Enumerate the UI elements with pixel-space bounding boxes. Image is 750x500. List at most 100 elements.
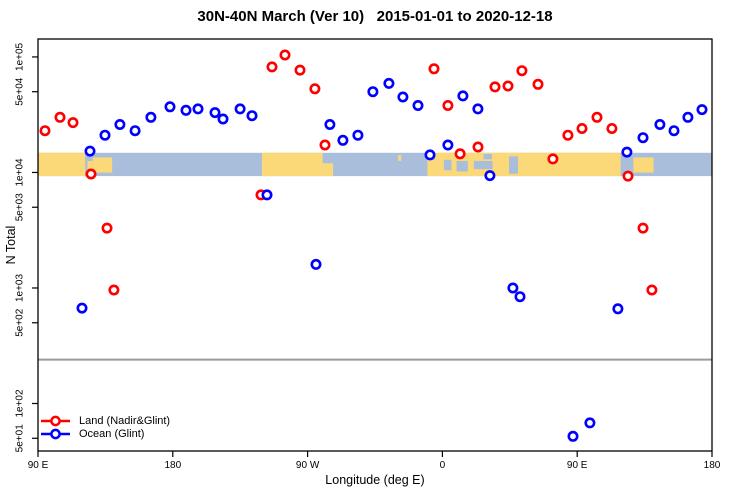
ocean-data-point (514, 291, 526, 303)
land-data-point (309, 83, 321, 95)
ocean-data-point (412, 100, 424, 112)
land-data-point (454, 148, 466, 160)
ocean-data-point (612, 303, 624, 315)
land-data-point (591, 111, 603, 123)
y-tick-label: 5e+03 (15, 193, 26, 222)
legend-item-land: Land (Nadir&Glint) (40, 414, 170, 427)
land-data-point (67, 117, 79, 129)
y-tick-label: 1e+05 (15, 42, 26, 71)
land-series-symbol (41, 415, 70, 426)
ocean-data-point (383, 77, 395, 89)
ocean-data-point (567, 430, 579, 442)
ocean-data-point (114, 119, 126, 131)
legend-item-ocean: Ocean (Glint) (40, 427, 170, 440)
ocean-data-point (145, 111, 157, 123)
ocean-data-point (261, 189, 273, 201)
legend-label-ocean: Ocean (Glint) (79, 427, 145, 440)
map-band-land (38, 152, 86, 177)
land-data-point (516, 65, 528, 77)
x-tick-label: 90 W (296, 460, 320, 471)
map-band-land (427, 159, 437, 177)
map-band-inland-sea (456, 160, 468, 172)
ocean-data-point (217, 113, 229, 125)
map-band-inland-sea (443, 159, 452, 171)
ocean-data-point (682, 111, 694, 123)
ocean-data-point (180, 104, 192, 116)
y-tick-label: 5e+01 (15, 424, 26, 453)
land-data-point (646, 284, 658, 296)
ocean-data-point (621, 146, 633, 158)
map-band-land (261, 152, 323, 177)
land-data-point (547, 153, 559, 165)
y-tick-label: 1e+04 (15, 158, 26, 187)
land-data-point (606, 123, 618, 135)
map-band-land (322, 163, 334, 177)
map-band-inland-sea (509, 156, 519, 174)
plot-frame (37, 38, 713, 452)
ocean-data-point (337, 134, 349, 146)
map-band-land (398, 155, 402, 161)
land-data-point (489, 81, 501, 93)
land-data-point (622, 170, 634, 182)
map-band-land (92, 157, 113, 173)
map-band-land (87, 160, 93, 172)
land-data-point (502, 80, 514, 92)
land-data-point (294, 64, 306, 76)
ocean-data-point (442, 139, 454, 151)
ocean-data-point (457, 90, 469, 102)
land-data-point (39, 125, 51, 137)
x-tick-label: 180 (704, 460, 721, 471)
x-tick-label: 0 (440, 460, 446, 471)
land-data-point (85, 168, 97, 180)
land-data-point (279, 49, 291, 61)
map-band-land (434, 152, 621, 177)
map-band-land (633, 157, 654, 173)
ocean-data-point (654, 119, 666, 131)
ocean-data-point (367, 86, 379, 98)
land-data-point (562, 129, 574, 141)
ocean-data-point (584, 417, 596, 429)
land-data-point (442, 100, 454, 112)
ocean-data-point (310, 258, 322, 270)
ocean-data-point (129, 125, 141, 137)
ocean-data-point (84, 145, 96, 157)
ocean-data-point (164, 101, 176, 113)
ocean-data-point (696, 104, 708, 116)
land-data-point (319, 139, 331, 151)
ocean-data-point (209, 107, 221, 119)
ocean-data-point (637, 132, 649, 144)
x-tick-label: 90 E (567, 460, 588, 471)
ocean-data-point (246, 110, 258, 122)
ocean-data-point (424, 149, 436, 161)
y-tick-label: 1e+03 (15, 274, 26, 303)
map-band-inland-sea (473, 160, 493, 170)
ocean-data-point (472, 103, 484, 115)
land-data-point (266, 61, 278, 73)
land-data-point (108, 284, 120, 296)
ocean-data-point (99, 129, 111, 141)
y-tick-label: 5e+04 (15, 77, 26, 106)
chart-title: 30N-40N March (Ver 10) 2015-01-01 to 202… (197, 8, 553, 25)
land-data-point (54, 111, 66, 123)
legend-label-land: Land (Nadir&Glint) (79, 414, 171, 427)
x-tick-label: 90 E (28, 460, 49, 471)
ocean-data-point (668, 125, 680, 137)
ocean-data-point (484, 170, 496, 182)
land-data-point (576, 123, 588, 135)
ocean-data-point (76, 302, 88, 314)
x-tick-label: 180 (164, 460, 181, 471)
x-axis-title: Longitude (deg E) (325, 473, 425, 487)
ocean-data-point (324, 119, 336, 131)
land-data-point (101, 222, 113, 234)
land-data-point (428, 63, 440, 75)
map-band-inland-sea (483, 153, 492, 160)
ocean-data-point (352, 129, 364, 141)
y-tick-label: 1e+02 (15, 389, 26, 418)
y-tick-label: 5e+02 (15, 308, 26, 337)
legend: Land (Nadir&Glint) Ocean (Glint) (40, 414, 170, 440)
ocean-data-point (507, 282, 519, 294)
ocean-data-point (397, 91, 409, 103)
ocean-series-symbol (41, 428, 70, 439)
